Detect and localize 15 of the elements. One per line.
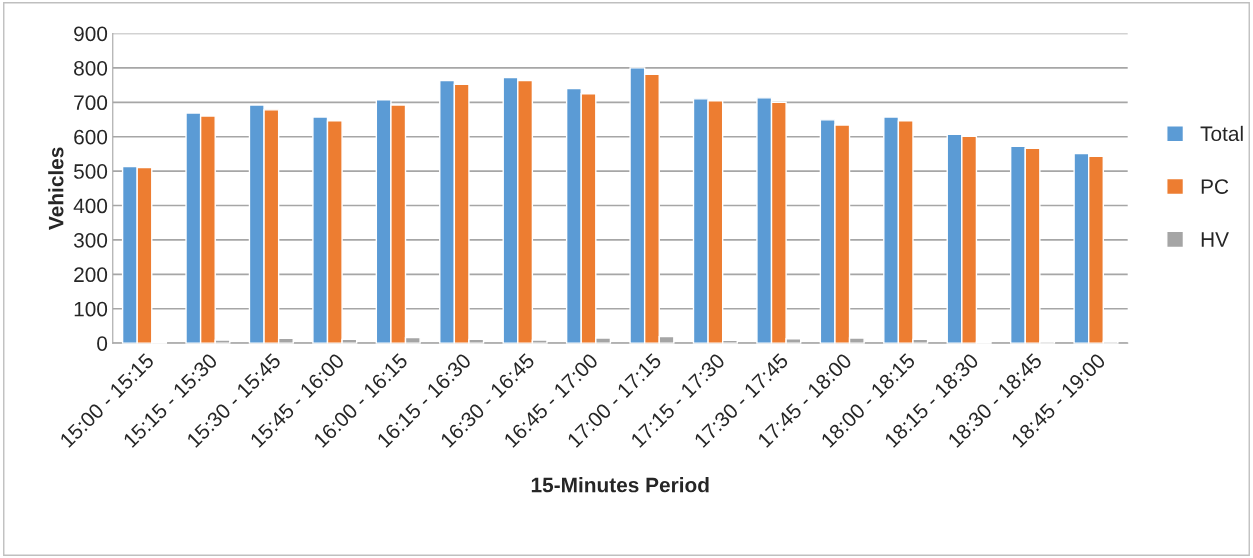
y-tick-label: 200 (74, 267, 108, 283)
y-tick-label: 700 (74, 95, 108, 111)
y-axis-title: Vehicles (48, 147, 64, 230)
y-tick-label: 300 (73, 232, 108, 248)
y-tick-label: 400 (73, 198, 108, 214)
x-axis-title: 15-Minutes Period (531, 477, 709, 493)
y-tick-label: 800 (74, 60, 108, 76)
y-tick-label: 100 (74, 301, 108, 317)
y-tick-label: 900 (74, 26, 108, 42)
y-tick-label: 600 (74, 129, 108, 145)
y-tick-label: 500 (73, 164, 108, 179)
legend-label: HV (1201, 232, 1229, 247)
legend-label: Total (1200, 125, 1243, 142)
y-tick-label: 0 (97, 336, 108, 351)
legend-label: PC (1201, 179, 1229, 194)
